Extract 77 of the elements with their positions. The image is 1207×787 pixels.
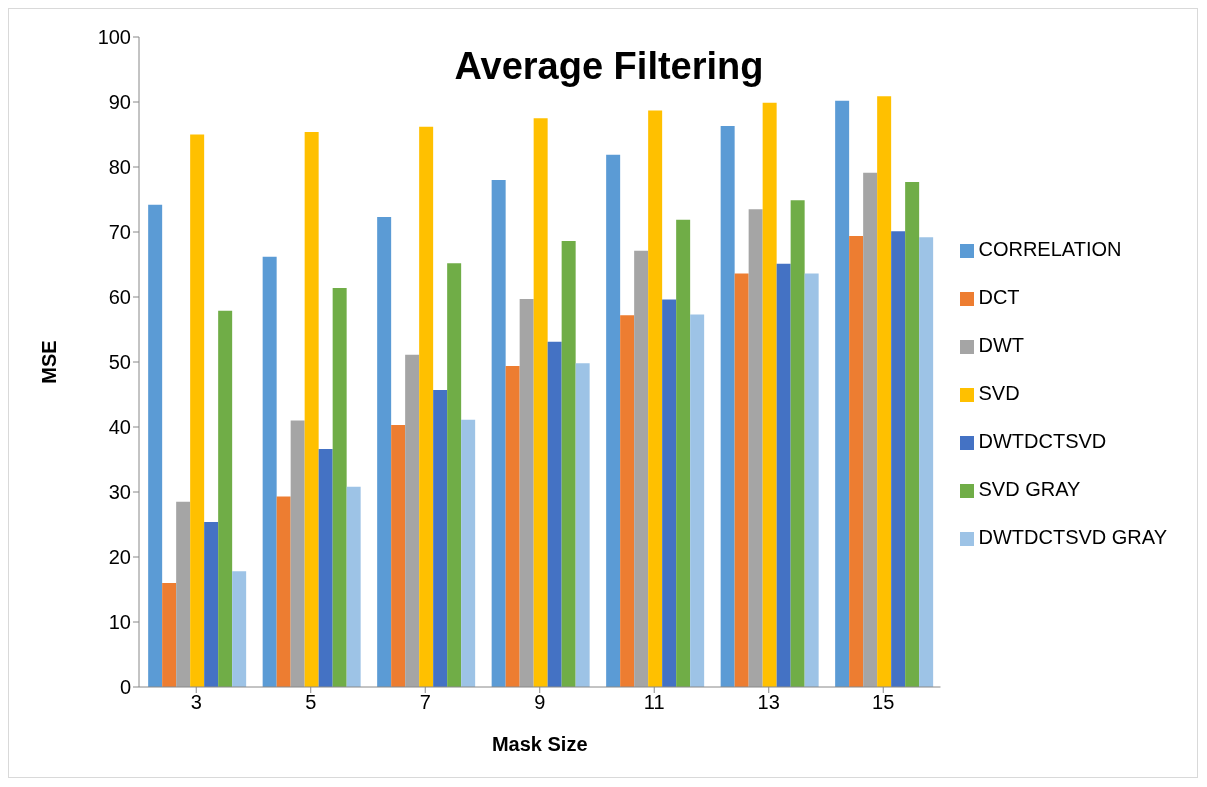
bar — [491, 180, 506, 687]
bar — [648, 110, 663, 687]
bar — [377, 217, 392, 687]
bar — [447, 263, 462, 687]
bar — [905, 181, 920, 687]
bar — [620, 315, 635, 687]
x-tick-label: 9 — [534, 691, 546, 714]
y-tick-label: 20 — [108, 546, 131, 569]
bar — [690, 314, 705, 687]
bar — [461, 419, 476, 687]
x-tick-label: 3 — [190, 691, 202, 714]
bar — [662, 299, 677, 687]
bar — [262, 256, 277, 687]
y-tick-label: 0 — [119, 676, 131, 699]
bar — [734, 273, 749, 687]
bar — [519, 298, 534, 687]
bar — [877, 96, 892, 687]
bar — [561, 241, 576, 687]
bar — [748, 209, 763, 687]
bar — [533, 118, 548, 687]
bar — [790, 200, 805, 687]
bar — [835, 100, 850, 687]
bar — [190, 134, 205, 687]
bar — [304, 131, 319, 687]
bar — [162, 583, 177, 687]
y-tick-label: 40 — [108, 416, 131, 439]
bar — [433, 389, 448, 687]
bar — [676, 219, 691, 687]
bar — [332, 287, 347, 687]
bar — [919, 237, 934, 687]
legend-label: SVD — [978, 382, 1020, 404]
bar — [863, 172, 878, 687]
bar — [762, 102, 777, 687]
y-tick-label: 50 — [108, 351, 131, 374]
bar — [218, 310, 233, 687]
bar — [849, 235, 864, 687]
y-tick-label: 70 — [108, 221, 131, 244]
x-tick-label: 15 — [872, 691, 895, 714]
x-tick-label: 7 — [419, 691, 431, 714]
bar — [547, 341, 562, 687]
y-tick-label: 100 — [97, 26, 131, 49]
x-tick-label: 5 — [305, 691, 317, 714]
bar — [606, 154, 621, 687]
bar — [405, 354, 420, 687]
legend-label: DWTDCTSVD — [978, 430, 1107, 452]
bar — [204, 521, 219, 687]
legend-label: DCT — [978, 286, 1020, 308]
bar — [176, 501, 191, 687]
bar — [804, 273, 819, 687]
y-tick-label: 80 — [108, 156, 131, 179]
legend-label: DWT — [978, 334, 1025, 356]
y-tick-label: 10 — [108, 611, 131, 634]
bar — [391, 425, 406, 687]
y-tick-label: 30 — [108, 481, 131, 504]
y-tick-label: 90 — [108, 91, 131, 114]
x-tick-label: 11 — [643, 691, 665, 714]
bar — [232, 571, 247, 687]
y-axis-title: MSE — [38, 340, 61, 384]
bar — [276, 496, 291, 687]
bar — [634, 250, 649, 687]
bar — [776, 263, 791, 687]
bar — [290, 420, 305, 687]
bar — [318, 449, 333, 687]
bar — [419, 126, 434, 687]
bar — [720, 126, 735, 687]
legend-label: CORRELATION — [978, 238, 1122, 260]
x-axis-title: Mask Size — [491, 733, 588, 756]
legend-label: SVD GRAY — [978, 478, 1081, 500]
bar — [575, 363, 590, 687]
chart-title: Average Filtering — [453, 45, 765, 88]
bar — [148, 204, 163, 687]
bar — [346, 486, 361, 687]
y-tick-label: 60 — [108, 286, 131, 309]
legend-label: DWTDCTSVD GRAY — [978, 526, 1167, 548]
bar — [505, 365, 520, 687]
bar — [891, 231, 906, 687]
x-tick-label: 13 — [757, 691, 780, 714]
